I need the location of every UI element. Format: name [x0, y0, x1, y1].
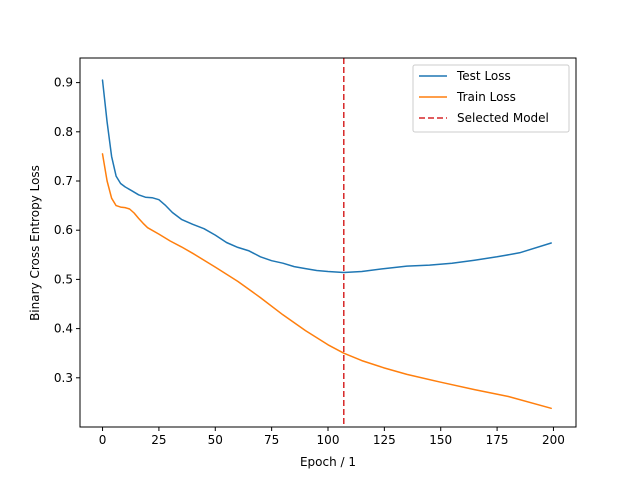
- x-tick-label: 0: [99, 433, 107, 447]
- y-tick-label: 0.7: [54, 174, 73, 188]
- legend-label: Selected Model: [457, 111, 549, 125]
- y-tick-label: 0.4: [54, 322, 73, 336]
- series-layer: [101, 79, 552, 410]
- legend-label: Train Loss: [456, 90, 516, 104]
- x-axis: 0 25 50 75 100 125 150 175 200: [99, 427, 565, 447]
- legend-box: [412, 64, 570, 133]
- y-tick-label: 0.8: [54, 125, 73, 139]
- series-line-train-loss: [101, 153, 552, 410]
- y-axis-label: Binary Cross Entropy Loss: [28, 165, 42, 321]
- x-tick-label: 125: [373, 433, 396, 447]
- x-tick-label: 150: [429, 433, 452, 447]
- y-axis: 0.3 0.4 0.5 0.6 0.7 0.8 0.9: [54, 76, 80, 385]
- legend: Test Loss Train Loss Selected Model: [412, 64, 570, 133]
- x-tick-label: 50: [208, 433, 223, 447]
- y-tick-label: 0.9: [54, 76, 73, 90]
- x-axis-label: Epoch / 1: [300, 455, 356, 469]
- x-tick-label: 200: [542, 433, 565, 447]
- y-tick-label: 0.3: [54, 371, 73, 385]
- legend-label: Test Loss: [456, 69, 511, 83]
- x-tick-label: 25: [151, 433, 166, 447]
- x-tick-label: 100: [317, 433, 340, 447]
- y-tick-label: 0.5: [54, 272, 73, 286]
- series-line-test-loss: [101, 79, 552, 274]
- x-tick-label: 75: [264, 433, 279, 447]
- x-tick-label: 175: [486, 433, 509, 447]
- y-tick-label: 0.6: [54, 223, 73, 237]
